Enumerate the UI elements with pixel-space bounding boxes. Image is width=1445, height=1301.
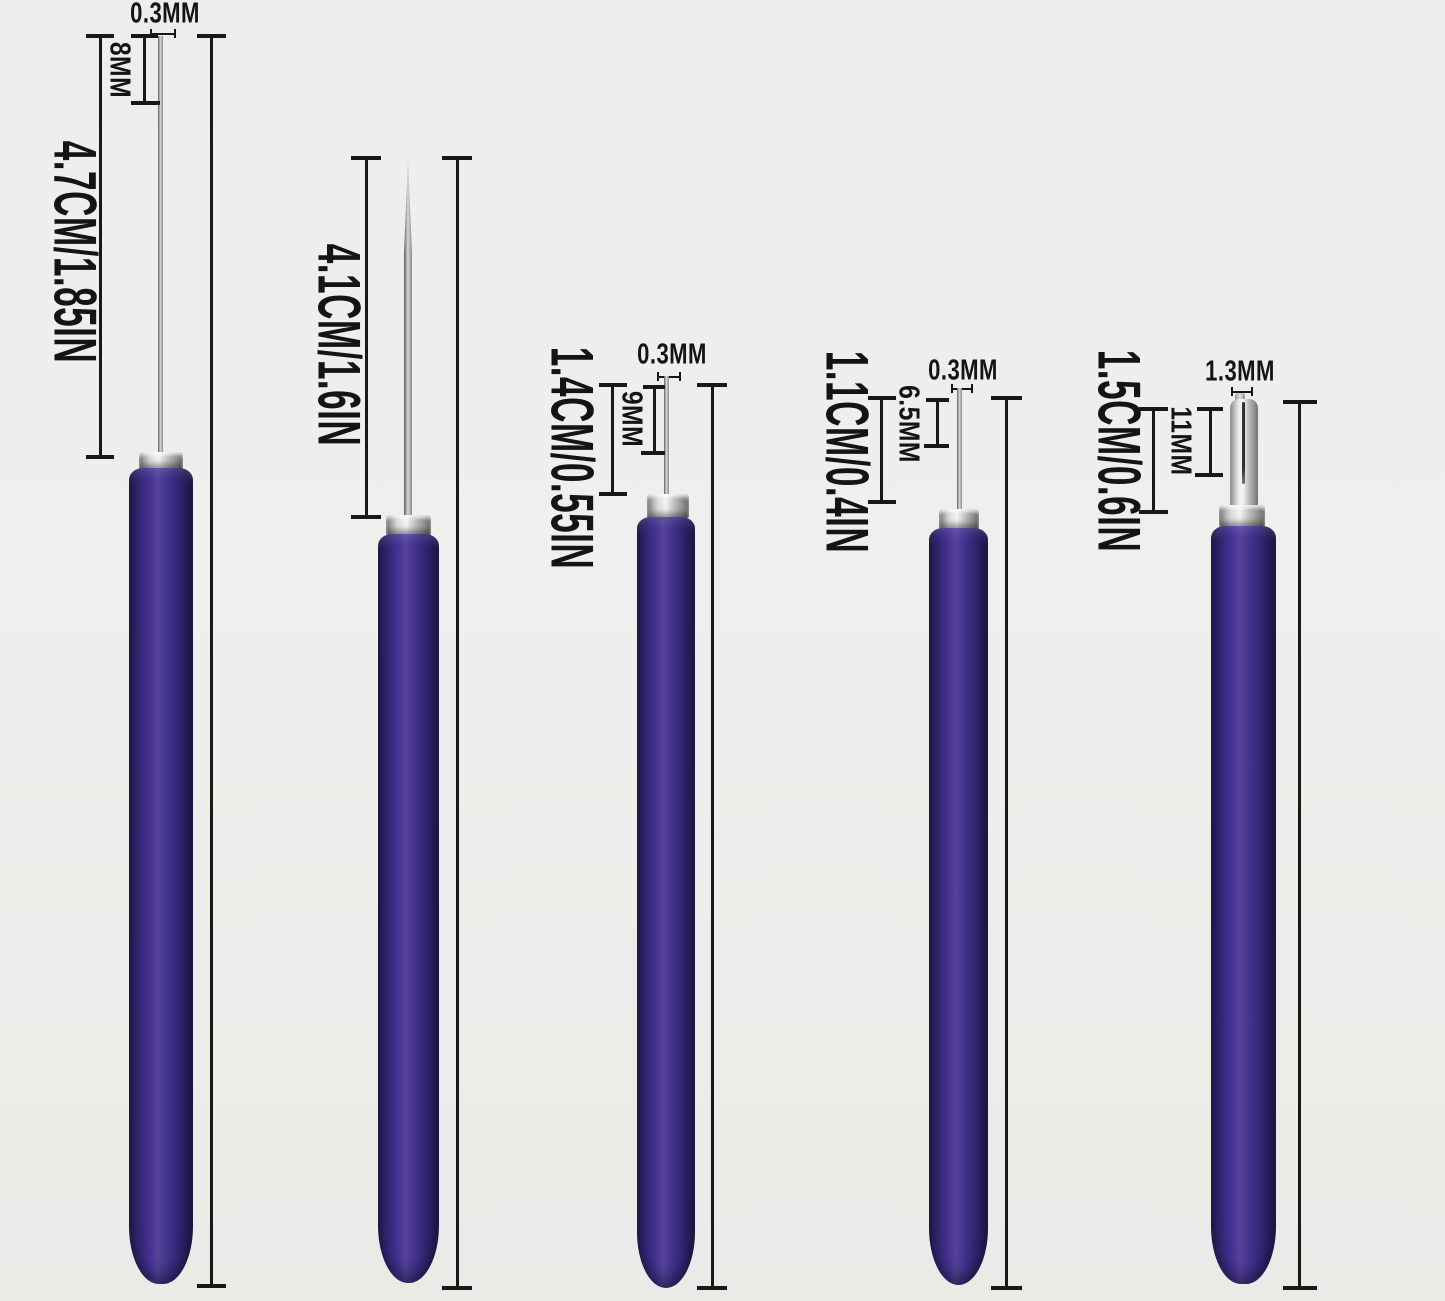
total-length-dimension-line xyxy=(1298,402,1301,1288)
exposed-length-bracket xyxy=(1195,473,1223,477)
total-length-dimension-line xyxy=(1283,1286,1317,1290)
exposed-length-bracket xyxy=(131,101,160,105)
needle-length-dimension-line xyxy=(86,455,114,459)
needle-length-dimension-line xyxy=(351,515,381,519)
tip-diameter-label: 0.3MM xyxy=(928,354,998,387)
total-length-dimension-line xyxy=(442,1286,472,1290)
needle xyxy=(158,36,163,456)
total-length-label: 10.9CM/4.3IN xyxy=(0,0,36,828)
tool-2-group: 4.1CM/1.6IN 13.6CM/5.35IN xyxy=(0,48,1445,1290)
total-length-dimension-line xyxy=(711,385,714,1288)
total-length-dimension-line xyxy=(991,1286,1022,1290)
exposed-length-label: 11MM xyxy=(1164,406,1199,476)
exposed-length-label: 8MM xyxy=(103,41,138,99)
tip-width-bracket xyxy=(951,384,973,393)
ferrule xyxy=(139,452,183,469)
ferrule xyxy=(386,515,431,535)
handle xyxy=(129,468,193,1284)
ferrule xyxy=(1219,505,1265,527)
exposed-length-bracket xyxy=(641,451,665,455)
needle-length-label: 1.1CM/0.4IN xyxy=(812,350,879,554)
handle xyxy=(637,517,695,1288)
tip-width-bracket xyxy=(1231,387,1253,396)
needle-length-dimension-line xyxy=(1152,409,1155,512)
exposed-length-label: 9MM xyxy=(615,390,650,448)
tip-diameter-label: 0.3MM xyxy=(637,338,707,371)
tip-slot xyxy=(1242,402,1245,484)
ferrule xyxy=(939,509,979,529)
exposed-length-bracket xyxy=(924,444,949,448)
needle-length-label: 4.1CM/1.6IN xyxy=(304,243,371,447)
awl-needle xyxy=(404,159,412,519)
tip-width-bracket xyxy=(657,372,681,381)
tool-5-group: 1.3MM 11MM 1.5CM/0.6IN 10.9CM/4.3IN xyxy=(0,192,1445,1290)
handle xyxy=(378,534,439,1283)
needle-length-dimension-line xyxy=(1139,510,1168,514)
exposed-length-label: 6.5MM xyxy=(892,385,927,463)
exposed-length-bracket xyxy=(936,400,939,444)
tool-4-group: 0.3MM 6.5MM 1.1CM/0.4IN 10.5CCM/4IN xyxy=(0,144,1445,1290)
needle-length-label: 1.5CM/0.6IN xyxy=(1084,349,1151,553)
total-length-dimension-line xyxy=(697,1286,727,1290)
exposed-length-bracket xyxy=(653,387,656,451)
needle-length-dimension-line xyxy=(611,385,614,494)
tool-3-group: 0.3MM 9MM 1.4CM/0.55IN 11.4CM/4.4IN xyxy=(0,96,1445,1290)
total-length-dimension-line xyxy=(210,36,213,1286)
tip-diameter-label: 0.3MM xyxy=(130,0,200,30)
needle-length-dimension-line xyxy=(880,398,883,502)
needle-length-label: 4.7CM/1.85IN xyxy=(40,140,107,364)
tip-diameter-label: 1.3MM xyxy=(1205,355,1275,388)
needle-length-dimension-line xyxy=(99,36,102,457)
handle xyxy=(929,528,988,1285)
ferrule xyxy=(647,494,689,518)
tip-width-bracket xyxy=(150,29,176,38)
total-length-dimension-line xyxy=(1005,398,1008,1288)
needle xyxy=(664,376,669,498)
needle-length-dimension-line xyxy=(365,158,368,517)
exposed-length-bracket xyxy=(143,36,146,103)
handle xyxy=(1211,526,1276,1284)
total-length-dimension-line xyxy=(456,158,459,1288)
exposed-length-bracket xyxy=(1209,409,1212,473)
needle-length-dimension-line xyxy=(868,500,896,504)
needle-length-dimension-line xyxy=(599,492,627,496)
needle xyxy=(957,388,962,511)
slotted-tip xyxy=(1235,393,1245,401)
total-length-dimension-line xyxy=(197,1284,226,1288)
needle-length-label: 1.4CM/0.55IN xyxy=(537,346,604,570)
